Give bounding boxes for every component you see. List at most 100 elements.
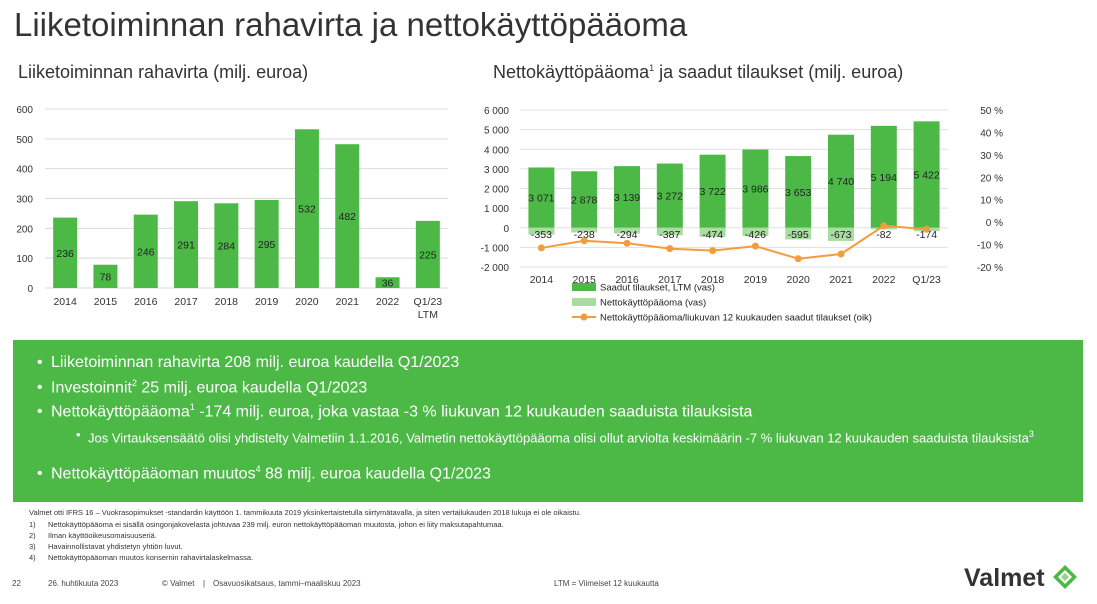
- nwc-bar: [699, 227, 726, 238]
- x-tick-label: 2018: [701, 274, 725, 286]
- nwc-bar: [828, 227, 854, 241]
- page-number: 22: [12, 579, 21, 588]
- y-tick-label: 0: [27, 284, 33, 295]
- valmet-diamond-icon: [1052, 565, 1077, 589]
- orders-bar: [699, 154, 726, 228]
- ratio-point: [880, 222, 888, 230]
- cash-flow-chart: 0 100 200 300 400 500 600 236 2014 78 2015 246 2016 2…: [16, 105, 448, 321]
- nwc-value-label: -82: [876, 229, 891, 241]
- chart-title-working-capital: Nettokäyttöpääoma1 ja saadut tilaukset (…: [493, 62, 903, 83]
- x-tick-label: 2017: [658, 274, 682, 286]
- bar-value-label: 295: [258, 239, 276, 251]
- nwc-value-label: -673: [830, 229, 851, 241]
- footnote-text: Ilman käyttöoikeusomaisuuseriä.: [48, 531, 157, 540]
- bar-value-label: 225: [419, 249, 437, 261]
- bullet-text: 25 milj. euroa kaudella Q1/2023: [136, 379, 368, 397]
- orders-value-label: 3 272: [657, 191, 683, 203]
- bullet-investments: • Investoinnit2 25 milj. euroa kaudella Q…: [37, 378, 368, 397]
- legend-label: Nettokäyttöpääoma (vas): [600, 298, 706, 309]
- bar-value-label: 246: [137, 246, 155, 258]
- x-tick-label: 2020: [787, 274, 811, 286]
- orders-value-label: 5 194: [871, 172, 897, 184]
- x-tick-label: 2016: [615, 274, 639, 286]
- x-tick-label: 2022: [872, 274, 896, 286]
- x-tick-label: LTM: [418, 309, 438, 321]
- y-left-tick-label: 0: [503, 224, 509, 235]
- orders-bar: [656, 163, 683, 228]
- nwc-bar: [528, 227, 555, 235]
- ratio-point: [666, 245, 674, 253]
- x-tick-label: 2021: [336, 296, 360, 308]
- orders-bar: [528, 167, 555, 228]
- footer-ltm-note: LTM = Viimeiset 12 kuukautta: [554, 579, 659, 588]
- nwc-bar: [785, 227, 812, 240]
- bullet-sup: 4: [255, 464, 261, 474]
- x-tick-label: 2019: [255, 296, 279, 308]
- footer-date: 26. huhtikuuta 2023: [48, 579, 119, 588]
- working-capital-chart: 6 000 5 000 4 000 3 000 2 000 1 000 0 -1 000 -2 …: [481, 106, 1003, 324]
- bar: [335, 144, 360, 288]
- footer-document: Osavuosikatsaus, tammi–maaliskuu 2023: [213, 579, 361, 588]
- x-tick-label: 2014: [53, 296, 77, 308]
- y-right-tick-label: 30 %: [980, 151, 1003, 162]
- y-right-tick-label: 40 %: [980, 128, 1003, 139]
- bar: [93, 264, 118, 288]
- x-tick-label: 2015: [94, 296, 118, 308]
- orders-bar: [785, 156, 812, 228]
- bar: [415, 220, 440, 288]
- bullet-text: Nettokäyttöpääoman muutos: [51, 465, 256, 483]
- y-right-tick-label: 50 %: [980, 106, 1003, 117]
- y-right-tick-label: -20 %: [977, 263, 1003, 274]
- ratio-line: [541, 224, 927, 260]
- footnote-text: Nettokäyttöpääoman muutos konsernin raha…: [48, 553, 254, 562]
- orders-bar: [828, 134, 854, 228]
- nwc-value-label: -387: [659, 229, 680, 241]
- bar: [174, 201, 199, 288]
- nwc-bar: [742, 227, 769, 237]
- orders-value-label: 3 071: [528, 193, 554, 205]
- nwc-value-label: -426: [745, 229, 766, 241]
- x-tick-label: 2021: [829, 274, 853, 286]
- y-left-tick-label: 1 000: [484, 204, 509, 215]
- orders-value-label: 5 422: [913, 170, 939, 182]
- chart-title-rest: ja saadut tilaukset (milj. euroa): [654, 62, 904, 82]
- y-right-tick-label: 10 %: [980, 196, 1003, 207]
- footnote-number: 4): [29, 553, 36, 562]
- valmet-logo: Valmet: [964, 564, 1078, 593]
- bullet-sup: 1: [189, 402, 195, 412]
- orders-bar: [870, 125, 897, 228]
- nwc-bar: [571, 227, 598, 233]
- nwc-value-label: -294: [616, 229, 637, 241]
- ratio-point: [751, 242, 759, 250]
- highlights-box: • Liiketoiminnan rahavirta 208 milj. euro…: [13, 340, 1083, 502]
- bar-value-label: 36: [382, 278, 394, 290]
- x-tick-label: 2022: [376, 296, 400, 308]
- footer-copyright: © Valmet: [162, 579, 195, 588]
- subbullet-sup: 3: [1028, 429, 1034, 439]
- ratio-point: [623, 239, 631, 247]
- y-tick-label: 500: [16, 135, 33, 146]
- y-left-tick-label: 6 000: [484, 106, 509, 117]
- y-left-tick-label: -2 000: [481, 263, 510, 274]
- bar-value-label: 236: [56, 248, 74, 260]
- subbullet-text: Jos Virtauksensäätö olisi yhdistelty Val…: [88, 430, 1029, 446]
- nwc-value-label: -353: [531, 229, 552, 241]
- y-tick-label: 600: [16, 105, 33, 116]
- ratio-point: [580, 237, 588, 245]
- legend-swatch-nwc: [572, 298, 596, 306]
- y-tick-label: 200: [16, 224, 33, 235]
- orders-value-label: 3 139: [614, 192, 640, 204]
- orders-value-label: 2 878: [571, 195, 597, 207]
- bullet-text: Liiketoiminnan rahavirta 208 milj. euroa…: [51, 354, 460, 371]
- orders-value-label: 4 740: [828, 176, 854, 188]
- y-tick-label: 300: [16, 195, 33, 206]
- legend-swatch-ratio-marker: [580, 313, 588, 321]
- x-tick-label: 2014: [530, 274, 554, 286]
- y-tick-label: 100: [16, 254, 33, 265]
- orders-bar: [742, 149, 769, 228]
- footnote-number: 3): [29, 542, 36, 551]
- footnote-text: Nettokäyttöpääoma ei sisällä osingonjako…: [48, 520, 504, 529]
- bar-value-label: 78: [100, 271, 112, 283]
- bar: [53, 217, 78, 288]
- y-right-tick-label: 0 %: [986, 218, 1003, 229]
